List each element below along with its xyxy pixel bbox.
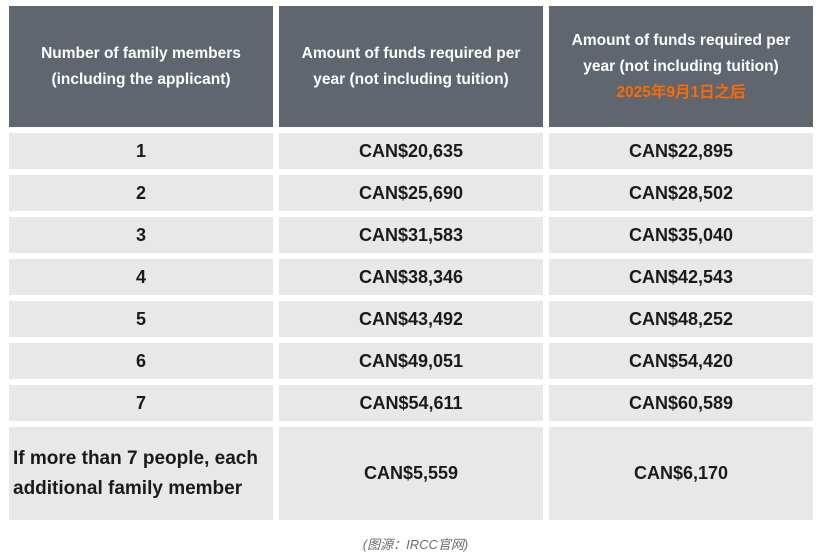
members-cell: 2 bbox=[9, 175, 273, 211]
table-row: 2 CAN$25,690 CAN$28,502 bbox=[9, 175, 813, 211]
image-source-caption: (图源：IRCC官网) bbox=[362, 537, 469, 552]
current-funds-cell: CAN$49,051 bbox=[279, 343, 543, 379]
members-cell: 4 bbox=[9, 259, 273, 295]
new-funds-cell: CAN$48,252 bbox=[549, 301, 813, 337]
table-row: 1 CAN$20,635 CAN$22,895 bbox=[9, 133, 813, 169]
table-row: 7 CAN$54,611 CAN$60,589 bbox=[9, 385, 813, 421]
header-col2-line1: Amount of funds required per bbox=[301, 44, 521, 62]
new-funds-cell: CAN$22,895 bbox=[549, 133, 813, 169]
new-funds-cell: CAN$42,543 bbox=[549, 259, 813, 295]
current-funds-cell: CAN$38,346 bbox=[279, 259, 543, 295]
current-funds-cell: CAN$20,635 bbox=[279, 133, 543, 169]
header-col1-line1: Number of family members bbox=[41, 44, 241, 62]
header-col3-date: 2025年9月1日之后 bbox=[616, 83, 746, 101]
new-funds-cell: CAN$35,040 bbox=[549, 217, 813, 253]
additional-members-cell: If more than 7 people, each additional f… bbox=[9, 427, 273, 520]
new-funds-cell: CAN$6,170 bbox=[549, 427, 813, 520]
header-funds-new: Amount of funds required per year (not i… bbox=[549, 6, 813, 127]
current-funds-cell: CAN$25,690 bbox=[279, 175, 543, 211]
members-cell: 3 bbox=[9, 217, 273, 253]
table-header-row: Number of family members (including the … bbox=[9, 6, 813, 127]
current-funds-cell: CAN$43,492 bbox=[279, 301, 543, 337]
table-row: 5 CAN$43,492 CAN$48,252 bbox=[9, 301, 813, 337]
header-col3-line2: year (not including tuition) bbox=[583, 57, 779, 75]
current-funds-cell: CAN$31,583 bbox=[279, 217, 543, 253]
members-cell: 6 bbox=[9, 343, 273, 379]
members-cell: 1 bbox=[9, 133, 273, 169]
members-cell: 5 bbox=[9, 301, 273, 337]
header-col1-line2: (including the applicant) bbox=[51, 70, 231, 88]
table-row-additional-member: If more than 7 people, each additional f… bbox=[9, 427, 813, 520]
additional-line2: additional family member bbox=[13, 477, 243, 499]
header-family-members: Number of family members (including the … bbox=[9, 6, 273, 127]
funds-table: Number of family members (including the … bbox=[9, 6, 813, 526]
new-funds-cell: CAN$28,502 bbox=[549, 175, 813, 211]
table-row: 3 CAN$31,583 CAN$35,040 bbox=[9, 217, 813, 253]
header-col3-line1: Amount of funds required per bbox=[571, 31, 791, 49]
table-row: 6 CAN$49,051 CAN$54,420 bbox=[9, 343, 813, 379]
current-funds-cell: CAN$5,559 bbox=[279, 427, 543, 520]
new-funds-cell: CAN$60,589 bbox=[549, 385, 813, 421]
additional-line1: If more than 7 people, each bbox=[13, 447, 258, 469]
members-cell: 7 bbox=[9, 385, 273, 421]
current-funds-cell: CAN$54,611 bbox=[279, 385, 543, 421]
header-funds-current: Amount of funds required per year (not i… bbox=[279, 6, 543, 127]
header-col2-line2: year (not including tuition) bbox=[313, 70, 509, 88]
new-funds-cell: CAN$54,420 bbox=[549, 343, 813, 379]
table-row: 4 CAN$38,346 CAN$42,543 bbox=[9, 259, 813, 295]
